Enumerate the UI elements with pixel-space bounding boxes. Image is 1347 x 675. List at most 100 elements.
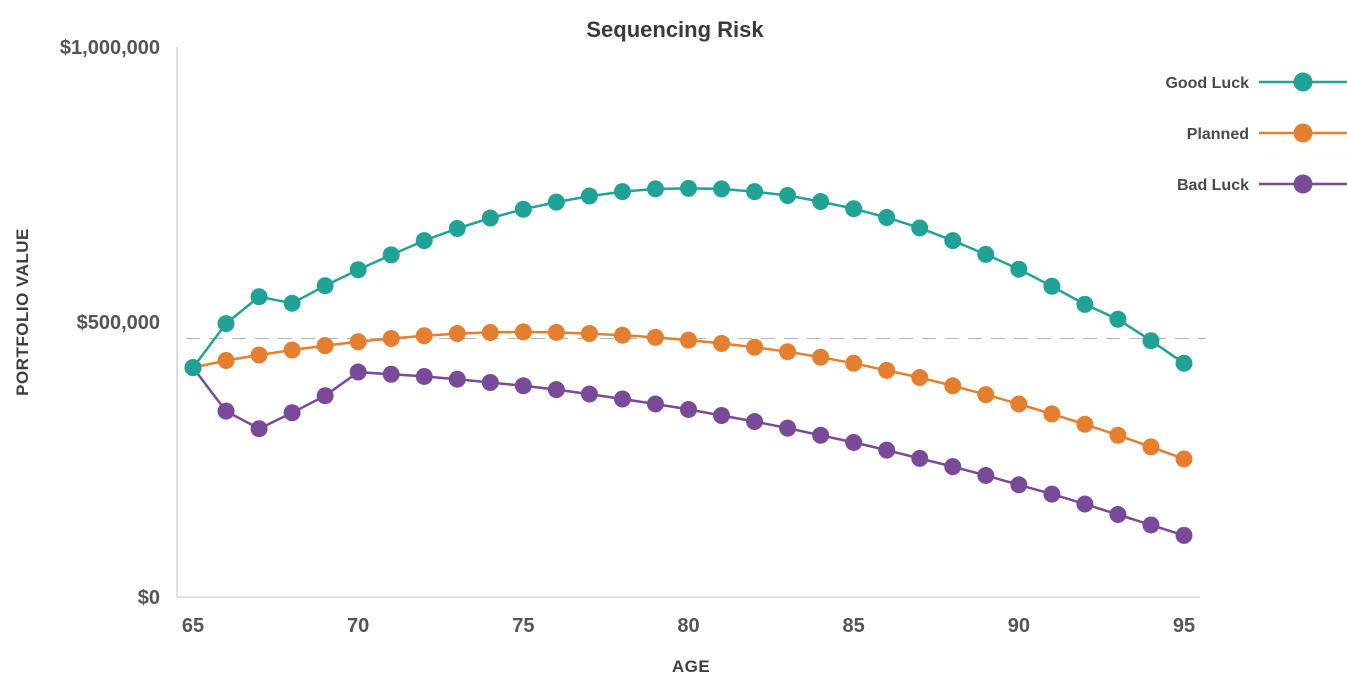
data-point-bad-luck — [680, 400, 697, 418]
data-point-good-luck — [713, 180, 731, 198]
data-point-bad-luck — [1175, 526, 1193, 544]
data-point-good-luck — [547, 193, 565, 211]
legend-label: Bad Luck — [1177, 177, 1249, 194]
data-point-good-luck — [1076, 295, 1094, 313]
data-point-planned — [283, 341, 301, 359]
series-bad-luck — [184, 359, 1193, 544]
data-point-planned — [1010, 395, 1028, 413]
data-point-bad-luck — [448, 370, 466, 388]
data-point-good-luck — [481, 209, 499, 227]
data-point-planned — [316, 337, 334, 355]
data-point-bad-luck — [977, 466, 995, 484]
data-point-good-luck — [184, 359, 202, 377]
data-point-planned — [1175, 450, 1193, 468]
data-point-planned — [680, 331, 697, 349]
data-point-good-luck — [613, 183, 631, 201]
data-point-bad-luck — [316, 387, 334, 405]
data-point-planned — [1109, 426, 1127, 444]
data-point-good-luck — [1043, 277, 1061, 295]
data-point-bad-luck — [713, 407, 731, 424]
data-point-bad-luck — [217, 402, 235, 420]
data-point-bad-luck — [349, 363, 367, 381]
data-point-planned — [580, 325, 598, 343]
legend: Good Luck Planned Bad Luck — [1165, 72, 1347, 194]
data-point-good-luck — [349, 261, 367, 279]
legend-label: Good Luck — [1165, 75, 1249, 92]
x-axis-label: AGE — [672, 657, 710, 675]
data-point-planned — [481, 323, 499, 341]
data-point-planned — [382, 330, 400, 347]
data-point-planned — [944, 377, 962, 395]
data-point-bad-luck — [1076, 495, 1094, 513]
y-tick-label: $1,000,000 — [60, 37, 160, 59]
data-point-bad-luck — [613, 390, 631, 408]
data-point-bad-luck — [580, 385, 598, 403]
legend-item-planned: Planned — [1187, 123, 1347, 143]
series-line-bad-luck — [192, 366, 1185, 537]
data-point-planned — [613, 326, 631, 344]
data-point-planned — [448, 325, 466, 343]
data-point-good-luck — [1010, 260, 1028, 278]
data-point-good-luck — [382, 246, 400, 264]
chart-title: Sequencing Risk — [586, 17, 764, 42]
data-point-bad-luck — [746, 413, 764, 431]
data-point-bad-luck — [1109, 506, 1127, 523]
data-point-good-luck — [415, 232, 433, 250]
data-point-planned — [713, 334, 731, 352]
y-tick-label: $0 — [138, 587, 160, 609]
data-point-good-luck — [779, 187, 797, 204]
data-point-planned — [977, 386, 995, 404]
data-point-bad-luck — [547, 381, 565, 399]
data-point-planned — [514, 323, 532, 341]
data-point-good-luck — [878, 209, 896, 226]
data-point-good-luck — [448, 220, 466, 237]
data-point-bad-luck — [944, 458, 962, 476]
data-point-bad-luck — [1142, 516, 1160, 534]
x-tick-label: 80 — [677, 615, 699, 637]
x-tick-label: 65 — [182, 615, 204, 637]
data-point-good-luck — [911, 219, 929, 237]
data-point-good-luck — [944, 232, 962, 250]
data-point-planned — [1142, 438, 1160, 456]
data-point-planned — [1043, 405, 1061, 423]
data-point-planned — [746, 338, 764, 356]
data-point-planned — [1076, 415, 1094, 433]
data-point-bad-luck — [812, 426, 830, 444]
data-point-good-luck — [845, 200, 863, 218]
series-planned — [184, 323, 1193, 468]
legend-marker — [1293, 123, 1313, 143]
data-point-bad-luck — [250, 420, 268, 438]
data-point-bad-luck — [646, 395, 664, 413]
data-point-planned — [779, 343, 797, 361]
data-point-good-luck — [1175, 354, 1193, 372]
data-point-good-luck — [1109, 310, 1127, 328]
y-tick-label: $500,000 — [77, 312, 160, 334]
data-point-bad-luck — [878, 441, 896, 459]
data-point-bad-luck — [911, 449, 929, 467]
data-point-planned — [911, 369, 929, 387]
data-point-good-luck — [580, 187, 598, 205]
data-point-bad-luck — [1043, 485, 1061, 503]
data-point-good-luck — [680, 179, 697, 197]
data-point-bad-luck — [514, 377, 532, 395]
legend-marker — [1293, 174, 1313, 194]
data-point-planned — [878, 361, 896, 379]
data-point-good-luck — [812, 193, 830, 211]
data-point-planned — [845, 354, 863, 372]
legend-label: Planned — [1187, 126, 1249, 143]
data-point-good-luck — [316, 277, 334, 295]
data-point-good-luck — [746, 183, 764, 201]
series-line-planned — [192, 330, 1185, 461]
data-point-good-luck — [977, 245, 995, 263]
data-point-good-luck — [1142, 332, 1160, 350]
data-point-good-luck — [646, 180, 664, 198]
data-point-bad-luck — [845, 433, 863, 451]
data-point-planned — [349, 333, 367, 351]
legend-marker — [1293, 72, 1313, 92]
data-point-good-luck — [250, 288, 268, 306]
data-point-planned — [812, 348, 830, 366]
data-point-planned — [415, 327, 433, 345]
x-tick-label: 95 — [1173, 615, 1195, 637]
data-point-planned — [217, 352, 235, 369]
